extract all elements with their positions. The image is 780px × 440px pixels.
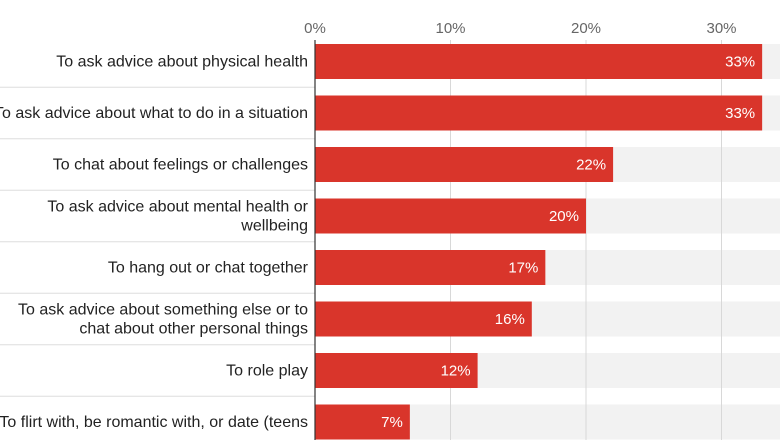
bar [315, 44, 763, 79]
value-label: 16% [495, 311, 525, 328]
value-label: 20% [549, 208, 579, 225]
category-label: To ask advice about mental health or [47, 199, 308, 216]
bar [315, 301, 532, 337]
bar [315, 147, 614, 182]
bar [315, 250, 546, 285]
category-label: To chat about feelings or challenges [53, 157, 308, 174]
category-label: To ask advice about something else or to [18, 302, 308, 319]
x-tick-label: 30% [706, 20, 736, 37]
x-tick-label: 0% [304, 20, 326, 37]
value-label: 17% [508, 260, 538, 277]
category-label: To role play [226, 363, 308, 380]
x-tick-label: 20% [571, 20, 601, 37]
x-axis-ticks: 0% 10% 20% 30% [304, 20, 736, 37]
value-label: 12% [441, 363, 471, 380]
bar [315, 95, 763, 131]
bar [315, 404, 410, 440]
value-label: 33% [725, 54, 755, 71]
value-label: 33% [725, 105, 755, 122]
category-label: To ask advice about physical health [56, 54, 308, 71]
category-label: chat about other personal things [79, 321, 308, 338]
category-label: To hang out or chat together [108, 260, 309, 277]
category-label: To ask advice about what to do in a situ… [0, 105, 308, 122]
x-tick-label: 10% [435, 20, 465, 37]
bar [315, 353, 478, 388]
category-label: wellbeing [240, 218, 308, 235]
value-label: 7% [381, 414, 403, 431]
bar [315, 198, 586, 234]
value-label: 22% [576, 157, 606, 174]
category-label: To flirt with, be romantic with, or date… [0, 414, 308, 431]
